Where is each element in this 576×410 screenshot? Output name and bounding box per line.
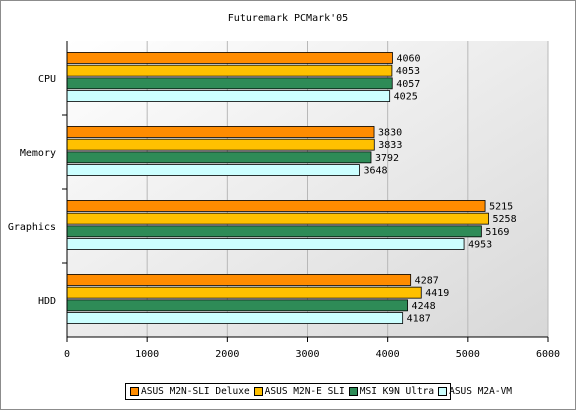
category-label: CPU (38, 74, 56, 85)
legend-swatch (253, 387, 263, 396)
bar (66, 126, 375, 138)
bar (66, 286, 422, 299)
data-label: 4287 (415, 275, 439, 286)
bar (66, 212, 489, 225)
legend-item: ASUS M2N-E SLI (253, 386, 345, 397)
x-tick-label: 2000 (215, 349, 239, 360)
bar (66, 200, 486, 212)
bar (66, 225, 482, 238)
bar (66, 312, 404, 324)
legend-item: MSI K9N Ultra (348, 386, 435, 397)
data-label: 4419 (425, 288, 449, 299)
x-tick-label: 4000 (376, 349, 400, 360)
category-label: HDD (38, 296, 56, 307)
legend-swatch (130, 387, 139, 396)
bar (66, 238, 465, 250)
data-label: 3833 (378, 140, 402, 151)
category-label: Graphics (8, 222, 56, 233)
legend: ASUS M2N-SLI Deluxe ASUS M2N-E SLI MSI K9N… (125, 383, 512, 400)
data-label: 4060 (396, 53, 420, 64)
x-tick-label: 1000 (135, 349, 159, 360)
data-label: 3830 (378, 127, 402, 138)
data-label: 4053 (396, 66, 420, 77)
data-label: 5169 (485, 227, 509, 238)
data-label: 3792 (375, 153, 399, 164)
x-tick-label: 0 (64, 349, 70, 360)
legend-item: ASUS M2A-VM (438, 386, 512, 397)
chart-title: Futuremark PCMark'05 (227, 13, 349, 24)
bar (66, 164, 360, 176)
data-label: 4057 (396, 79, 420, 90)
data-label: 4953 (468, 240, 492, 251)
data-label: 4025 (394, 92, 418, 103)
bar (66, 138, 375, 151)
data-label: 5215 (489, 201, 513, 212)
bar (66, 151, 372, 164)
bar (66, 52, 393, 64)
legend-label: MSI K9N Ultra (359, 386, 435, 397)
x-tick-label: 6000 (536, 349, 560, 360)
category-label: Memory (20, 148, 56, 159)
bar (66, 64, 393, 77)
bar (66, 77, 393, 90)
legend-label: ASUS M2A-VM (449, 386, 513, 397)
legend-label: ASUS M2N-E SLI (264, 386, 345, 397)
bar (66, 90, 391, 102)
data-label: 4248 (412, 301, 436, 312)
x-tick-label: 3000 (295, 349, 319, 360)
data-label: 3648 (363, 166, 387, 177)
legend-swatch (348, 387, 358, 396)
bar (66, 299, 408, 312)
data-label: 4187 (407, 314, 431, 325)
legend-label: ASUS M2N-SLI Deluxe (141, 386, 250, 397)
legend-item: ASUS M2N-SLI Deluxe (130, 386, 250, 397)
legend-swatch (438, 387, 448, 396)
bar (66, 274, 412, 286)
x-tick-label: 5000 (456, 349, 480, 360)
data-label: 5258 (493, 214, 517, 225)
